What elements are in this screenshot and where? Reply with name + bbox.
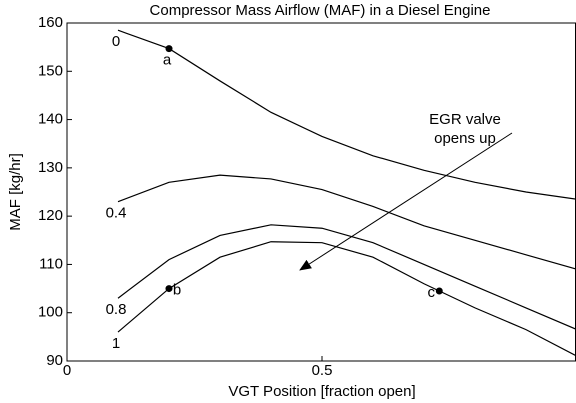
chart-title: Compressor Mass Airflow (MAF) in a Diese… [150, 2, 491, 19]
x-axis-label: VGT Position [fraction open] [228, 383, 415, 400]
point-label: b [173, 282, 181, 299]
annotation: opens up [434, 130, 496, 147]
point-marker [435, 287, 443, 295]
x-tick-label: 0.5 [312, 362, 333, 379]
series-label: 1 [112, 335, 120, 352]
y-tick-label: 90 [46, 352, 63, 369]
series-line [117, 29, 576, 200]
y-tick-label: 100 [38, 304, 63, 321]
series-line [117, 241, 576, 357]
y-axis-label: MAF [kg/hr] [7, 153, 24, 231]
annotation-arrow [299, 132, 513, 271]
series-label: 0.4 [106, 205, 127, 222]
series-line [117, 224, 576, 330]
y-tick-label: 110 [39, 255, 63, 272]
y-tick-label: 120 [38, 207, 63, 224]
y-tick-label: 130 [38, 159, 63, 176]
series-label: 0 [112, 33, 120, 50]
y-tick-label: 140 [38, 111, 63, 128]
series-label: 0.8 [106, 301, 127, 318]
point-label: a [163, 52, 172, 69]
x-tick-label: 0 [63, 362, 71, 379]
point-label: c [428, 284, 436, 301]
y-tick-label: 150 [38, 62, 63, 79]
annotation: EGR valve [429, 111, 501, 128]
y-tick-label: 160 [38, 14, 63, 31]
point-marker [165, 45, 173, 53]
series-line [117, 174, 576, 270]
point-marker [165, 285, 173, 293]
